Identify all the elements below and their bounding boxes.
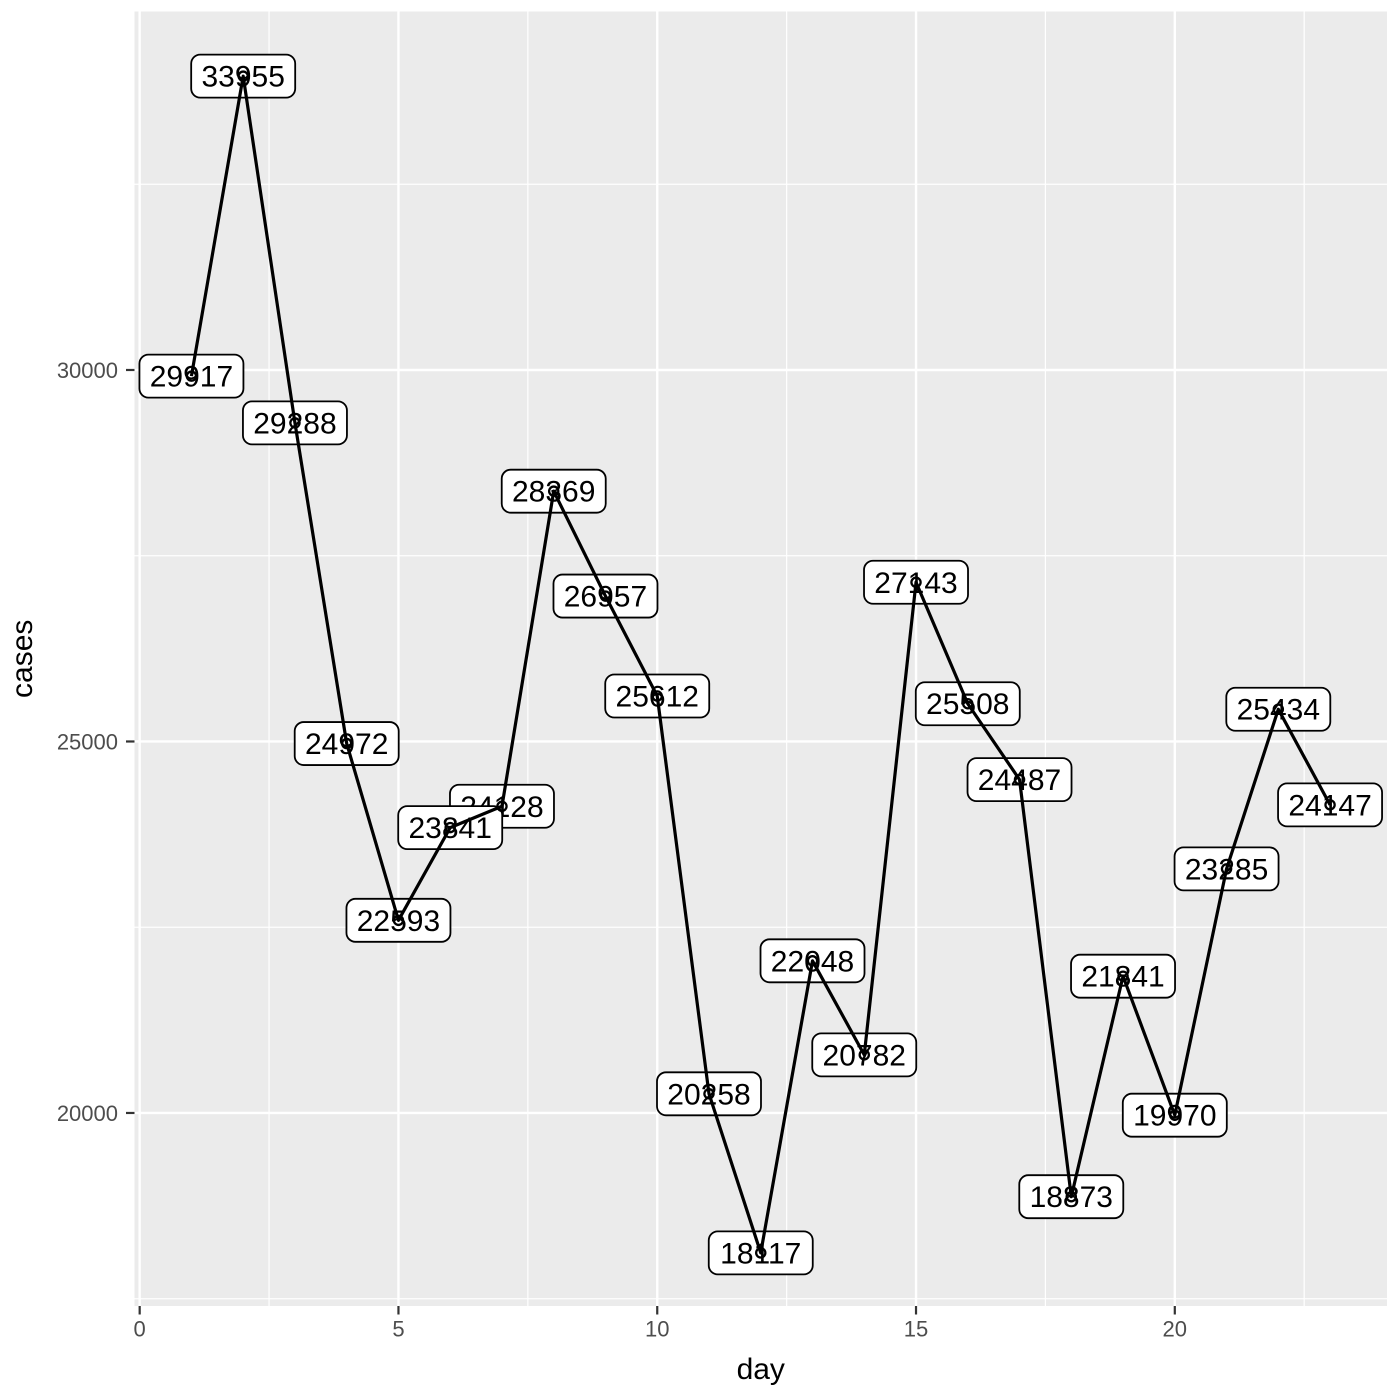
point-label-text: 24147 bbox=[1288, 789, 1371, 822]
x-axis-tick-label: 0 bbox=[134, 1317, 146, 1342]
axis-tick-layer: 0 5 10 15 20 20000 25000 30000 bbox=[57, 358, 1187, 1342]
data-point-marker bbox=[1013, 773, 1026, 786]
data-point-marker bbox=[185, 370, 198, 382]
data-point-marker bbox=[755, 1247, 767, 1259]
data-point-marker bbox=[962, 697, 974, 710]
data-point-marker bbox=[444, 821, 456, 834]
data-point-marker bbox=[237, 70, 249, 82]
x-axis-tick-label: 5 bbox=[392, 1317, 404, 1342]
data-point-marker bbox=[547, 485, 560, 497]
x-axis-tick-label: 20 bbox=[1163, 1317, 1187, 1342]
cases-line-series bbox=[189, 74, 1332, 1255]
gridline-layer bbox=[134, 11, 1387, 1306]
y-axis-title: cases bbox=[6, 620, 39, 698]
data-point-marker bbox=[289, 417, 301, 429]
data-point-marker bbox=[858, 1049, 871, 1061]
data-point-marker bbox=[703, 1088, 715, 1100]
data-point-marker bbox=[1065, 1190, 1078, 1203]
point-marker-layer bbox=[185, 70, 1336, 1259]
data-point-marker bbox=[1324, 799, 1336, 811]
data-point-marker bbox=[1169, 1109, 1181, 1121]
data-point-marker bbox=[1272, 703, 1285, 715]
x-axis-title: day bbox=[737, 1353, 785, 1386]
y-axis-tick-label: 20000 bbox=[57, 1101, 118, 1126]
data-point-marker bbox=[392, 914, 405, 927]
data-point-marker bbox=[599, 590, 612, 602]
data-point-marker bbox=[340, 737, 353, 750]
data-point-marker bbox=[910, 576, 922, 589]
data-point-marker bbox=[1220, 863, 1233, 875]
y-axis-tick-label: 25000 bbox=[57, 729, 118, 754]
data-point-marker bbox=[1117, 970, 1129, 982]
data-point-marker bbox=[651, 690, 663, 702]
data-point-marker bbox=[806, 955, 819, 967]
line-series-layer bbox=[189, 74, 1332, 1255]
x-axis-tick-label: 15 bbox=[904, 1317, 928, 1342]
point-label-text: 29917 bbox=[150, 361, 233, 394]
data-point-marker bbox=[496, 800, 508, 813]
y-axis-tick-label: 30000 bbox=[57, 358, 118, 383]
x-axis-tick-label: 10 bbox=[645, 1317, 669, 1342]
